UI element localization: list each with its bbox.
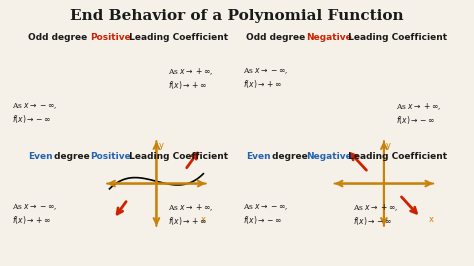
Text: Positive: Positive — [90, 152, 131, 161]
Text: As $x \rightarrow -\infty$,
$f(x) \rightarrow -\infty$: As $x \rightarrow -\infty$, $f(x) \right… — [12, 101, 57, 124]
Text: As $x \rightarrow +\infty$,
$f(x) \rightarrow +\infty$: As $x \rightarrow +\infty$, $f(x) \right… — [168, 66, 213, 91]
Text: Leading Coefficient: Leading Coefficient — [345, 152, 447, 161]
Text: Negative: Negative — [306, 152, 352, 161]
Text: As $x \rightarrow +\infty$,
$f(x) \rightarrow +\infty$: As $x \rightarrow +\infty$, $f(x) \right… — [168, 202, 213, 227]
Text: As $x \rightarrow +\infty$,
$f(x) \rightarrow -\infty$: As $x \rightarrow +\infty$, $f(x) \right… — [396, 101, 441, 126]
Text: Positive: Positive — [90, 33, 131, 42]
Text: x: x — [201, 215, 206, 224]
Text: Leading Coefficient: Leading Coefficient — [126, 33, 228, 42]
Text: y: y — [386, 141, 391, 150]
Text: x: x — [428, 215, 433, 224]
Text: Even: Even — [246, 152, 271, 161]
Text: Odd degree: Odd degree — [28, 33, 88, 42]
Text: degree: degree — [269, 152, 308, 161]
Text: As $x \rightarrow -\infty$,
$f(x) \rightarrow +\infty$: As $x \rightarrow -\infty$, $f(x) \right… — [243, 66, 288, 90]
Text: Odd degree: Odd degree — [246, 33, 306, 42]
Text: As $x \rightarrow -\infty$,
$f(x) \rightarrow +\infty$: As $x \rightarrow -\infty$, $f(x) \right… — [12, 202, 57, 226]
Text: Even: Even — [28, 152, 53, 161]
Text: degree: degree — [51, 152, 90, 161]
Text: Negative: Negative — [306, 33, 352, 42]
Text: End Behavior of a Polynomial Function: End Behavior of a Polynomial Function — [70, 9, 404, 23]
Text: As $x \rightarrow +\infty$,
$f(x) \rightarrow -\infty$: As $x \rightarrow +\infty$, $f(x) \right… — [353, 202, 398, 227]
Text: As $x \rightarrow -\infty$,
$f(x) \rightarrow -\infty$: As $x \rightarrow -\infty$, $f(x) \right… — [243, 202, 288, 226]
Text: y: y — [158, 141, 164, 150]
Text: Leading Coefficient: Leading Coefficient — [126, 152, 228, 161]
Text: Leading Coefficient: Leading Coefficient — [345, 33, 447, 42]
